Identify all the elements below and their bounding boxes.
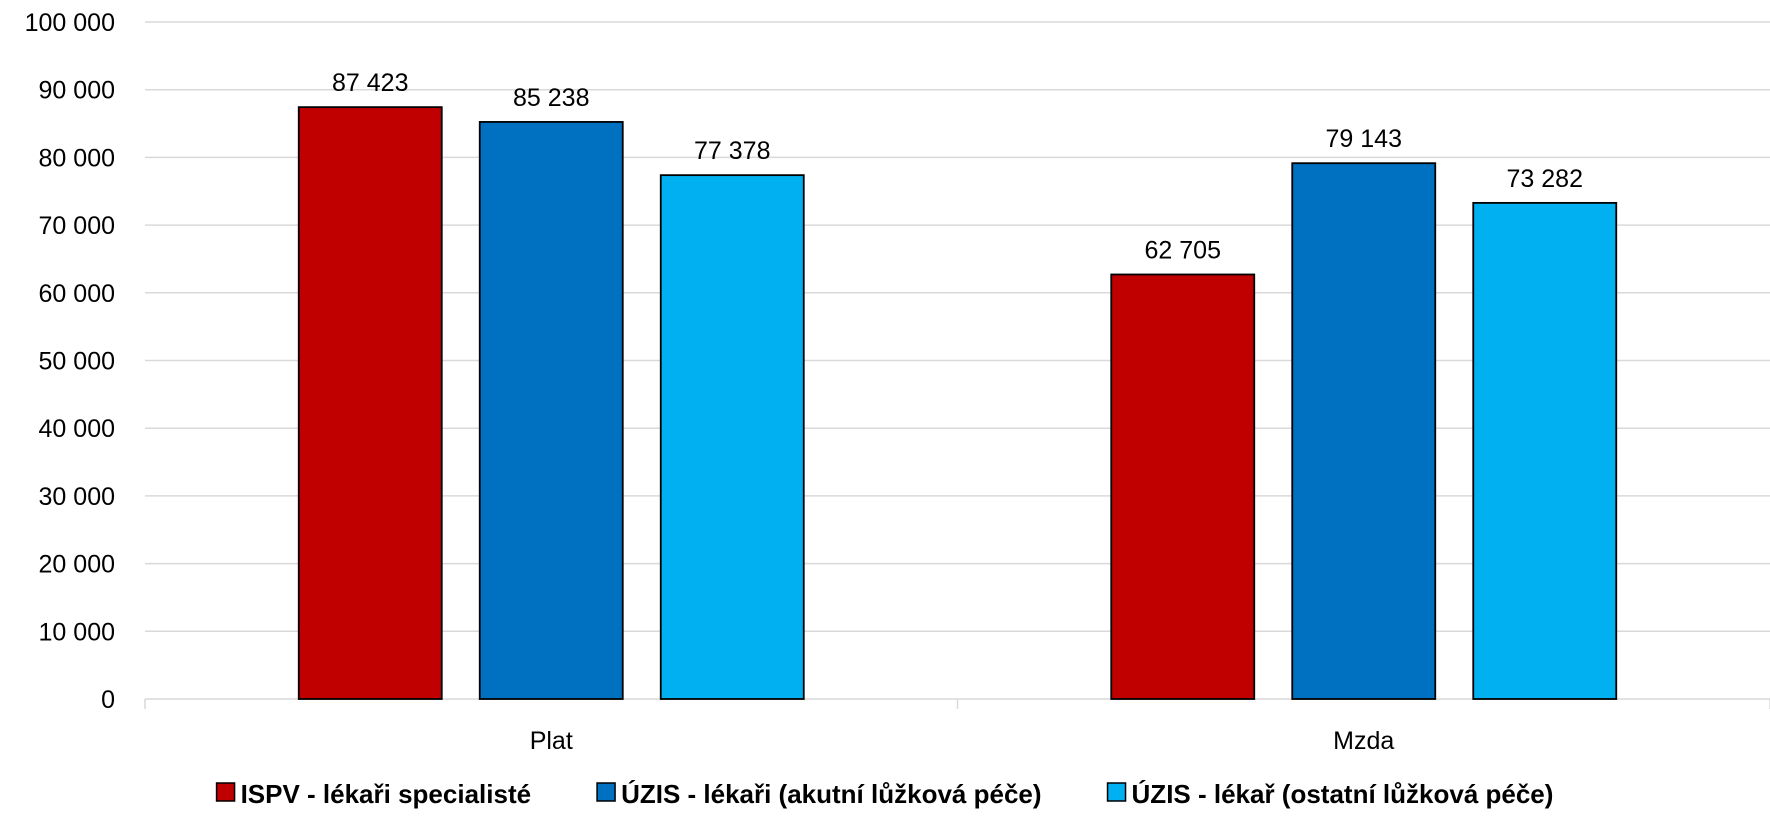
legend-label: ISPV - lékaři specialisté bbox=[241, 779, 532, 809]
data-label: 77 378 bbox=[694, 137, 770, 165]
bar bbox=[1472, 201, 1618, 700]
legend-item: ÚZIS - lékaři (akutní lůžková péče) bbox=[596, 779, 1042, 809]
y-tick-label: 40 000 bbox=[39, 415, 115, 443]
category-label: Plat bbox=[530, 727, 573, 755]
y-tick-label: 30 000 bbox=[39, 483, 115, 511]
y-tick-label: 20 000 bbox=[39, 551, 115, 579]
data-label: 87 423 bbox=[332, 69, 408, 97]
legend-swatch bbox=[215, 782, 236, 802]
data-labels: 87 423 85 238 77 378 62 705 79 143 73 282 bbox=[332, 69, 1583, 264]
bar bbox=[297, 106, 443, 700]
data-label: 79 143 bbox=[1326, 125, 1402, 153]
bars bbox=[297, 106, 1618, 700]
y-tick-label: 0 bbox=[101, 686, 115, 714]
category-label: Mzda bbox=[1333, 727, 1394, 755]
y-tick-label: 60 000 bbox=[39, 280, 115, 308]
legend-swatch bbox=[596, 782, 616, 802]
legend-label: ÚZIS - lékaři (akutní lůžková péče) bbox=[621, 779, 1041, 809]
bar bbox=[478, 121, 624, 700]
data-label: 62 705 bbox=[1145, 236, 1221, 264]
legend-item: ÚZIS - lékař (ostatní lůžková péče) bbox=[1106, 779, 1554, 809]
x-axis-categories: Plat Mzda bbox=[530, 727, 1395, 755]
y-axis-ticks: 0 10 000 20 000 30 000 40 000 50 000 60 000 70 … bbox=[25, 9, 115, 714]
data-label: 73 282 bbox=[1507, 165, 1583, 193]
legend-label: ÚZIS - lékař (ostatní lůžková péče) bbox=[1132, 779, 1554, 809]
legend-item: ISPV - lékaři specialisté bbox=[215, 779, 532, 809]
bar bbox=[1110, 273, 1256, 700]
bar bbox=[659, 174, 805, 700]
y-tick-label: 80 000 bbox=[39, 144, 115, 172]
y-tick-label: 10 000 bbox=[39, 618, 115, 646]
legend: ISPV - lékaři specialisté ÚZIS - lékaři (… bbox=[215, 779, 1554, 809]
y-tick-label: 90 000 bbox=[39, 77, 115, 105]
data-label: 85 238 bbox=[513, 84, 589, 112]
y-tick-label: 70 000 bbox=[39, 212, 115, 240]
y-tick-label: 100 000 bbox=[25, 9, 115, 37]
bar bbox=[1291, 162, 1437, 700]
y-tick-label: 50 000 bbox=[39, 348, 115, 376]
legend-swatch bbox=[1106, 782, 1127, 802]
